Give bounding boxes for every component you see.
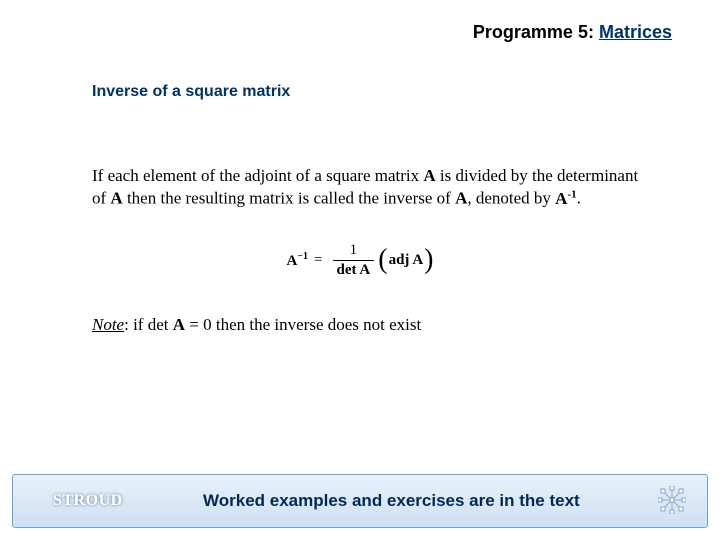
note-line: Note: if det A = 0 then the inverse does… [0, 279, 720, 335]
formula-fraction: 1 det A [333, 242, 375, 279]
footer-brand: STROUD [13, 492, 203, 510]
body-bold-3: A [455, 189, 467, 208]
body-bold-4: A-1 [555, 189, 576, 208]
footer-text: Worked examples and exercises are in the… [203, 491, 580, 511]
body-text-5: . [577, 189, 581, 208]
section-title: Inverse of a square matrix [0, 43, 720, 101]
body-text-4: , denoted by [467, 189, 555, 208]
note-text-1: : if det [124, 315, 173, 334]
body-bold-4-sup: -1 [567, 188, 576, 200]
formula-lhs-base: A [286, 253, 297, 269]
formula-equals: = [314, 252, 322, 269]
formula-denominator: det A [333, 260, 375, 279]
slide-page: Programme 5: Matrices Inverse of a squar… [0, 0, 720, 540]
header-prefix: Programme 5: [473, 22, 599, 42]
body-bold-4-base: A [555, 189, 567, 208]
footer-bar: STROUD Worked examples and exercises are… [12, 474, 708, 528]
formula: A−1 = 1 det A ( adj A ) [0, 210, 720, 279]
formula-lhs: A−1 [286, 251, 308, 270]
formula-paren-right: ) [424, 249, 433, 271]
note-label: Note [92, 315, 124, 334]
body-paragraph: If each element of the adjoint of a squa… [0, 101, 720, 210]
formula-denominator-text: det A [337, 262, 371, 278]
body-bold-2: A [110, 189, 122, 208]
body-bold-1: A [423, 166, 435, 185]
body-text-3: then the resulting matrix is called the … [123, 189, 455, 208]
note-text-2: = 0 then the inverse does not exist [185, 315, 421, 334]
formula-adj-text: adj A [389, 252, 424, 268]
formula-numerator: 1 [340, 242, 368, 260]
formula-lhs-sup: −1 [297, 251, 308, 262]
body-text-1: If each element of the adjoint of a squa… [92, 166, 423, 185]
formula-paren-left: ( [378, 249, 387, 271]
slide-header: Programme 5: Matrices [0, 0, 720, 43]
formula-adj: adj A [388, 252, 425, 269]
header-topic: Matrices [599, 22, 672, 42]
note-bold: A [173, 315, 185, 334]
